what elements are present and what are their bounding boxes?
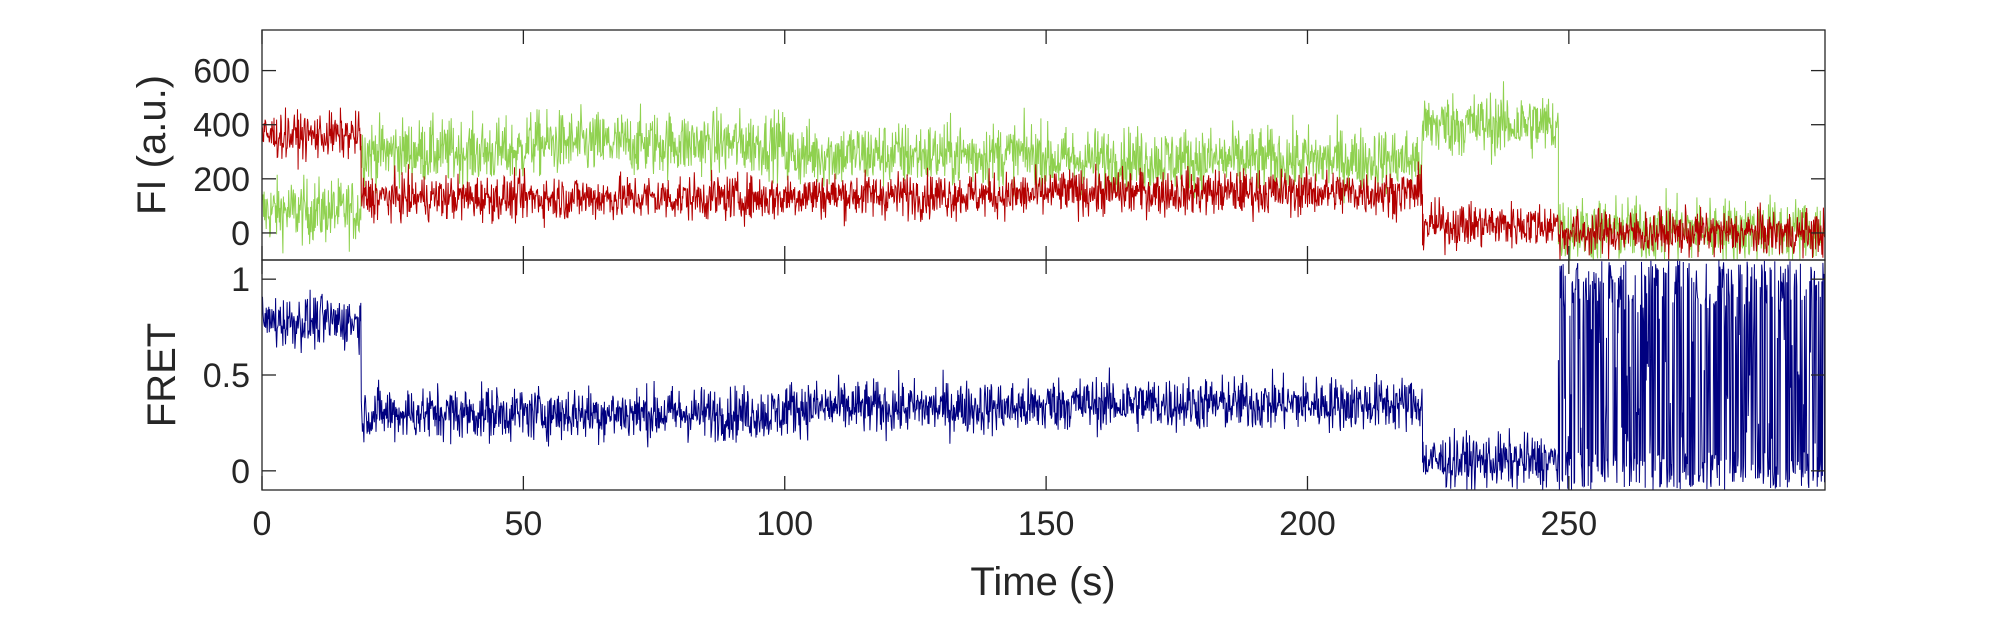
fret-y-tick-label: 0.5 [203, 357, 250, 395]
intensity-panel: 0 200 400 600 FI (a.u.) [130, 29, 1826, 261]
fret-plot-frame [261, 259, 1826, 491]
x-tick-label: 200 [1279, 505, 1336, 543]
intensity-y-axis-label: FI (a.u.) [130, 75, 174, 215]
x-tick-label: 0 [253, 505, 272, 543]
fret-y-tick-label: 0 [231, 453, 250, 491]
x-tick-label: 150 [1018, 505, 1075, 543]
fret-panel: 0 0.5 1 0 50 100 150 200 250 FRET Time (s) [140, 259, 1826, 604]
intensity-series-line-1 [262, 107, 1825, 260]
intensity-series-group [262, 81, 1825, 260]
intensity-series-line-0 [262, 81, 1825, 260]
x-tick-label: 100 [756, 505, 813, 543]
intensity-y-tick-label: 600 [193, 53, 250, 91]
intensity-plot-frame [261, 29, 1826, 261]
time-x-axis-label: Time (s) [970, 560, 1115, 604]
fret-ticks: 0 0.5 1 0 50 100 150 200 250 [203, 260, 1825, 543]
fret-y-axis-label: FRET [140, 323, 184, 427]
x-tick-label: 50 [504, 505, 542, 543]
intensity-y-tick-label: 400 [193, 107, 250, 145]
fret-series-group [262, 260, 1825, 490]
intensity-y-tick-label: 0 [231, 215, 250, 253]
fret-series-line-0 [262, 260, 1825, 490]
intensity-y-tick-label: 200 [193, 161, 250, 199]
intensity-ticks: 0 200 400 600 [193, 30, 1825, 260]
fret-y-tick-label: 1 [231, 261, 250, 299]
x-tick-label: 250 [1540, 505, 1597, 543]
